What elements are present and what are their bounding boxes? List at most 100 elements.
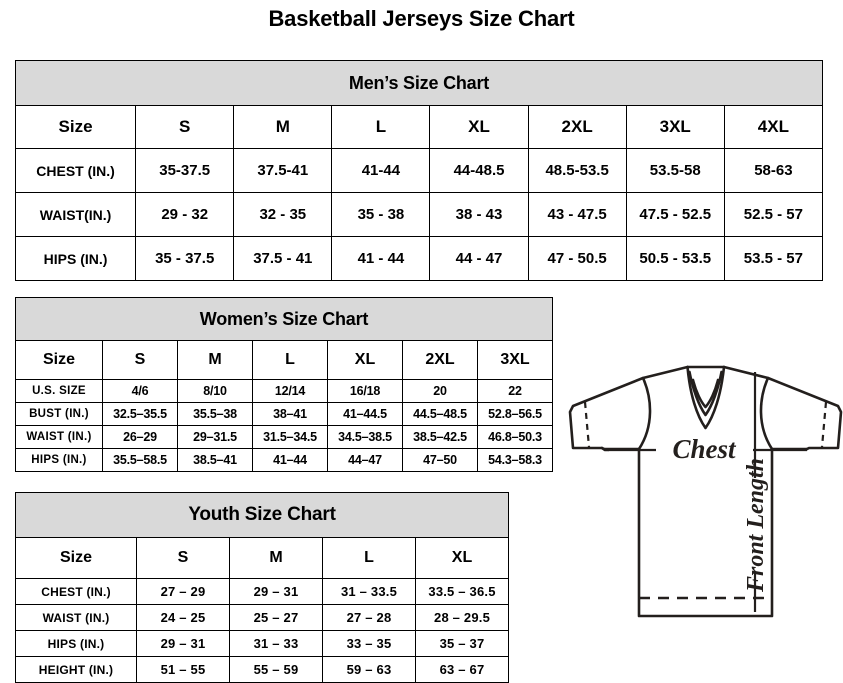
col-header-m: M bbox=[233, 105, 333, 149]
table-row: CHEST (IN.) 35-37.5 37.5-41 41-44 44-48.… bbox=[14, 148, 824, 193]
table-row: BUST (IN.) 32.5–35.5 35.5–38 38–41 41–44… bbox=[15, 402, 554, 426]
table-cell: 31 – 33.5 bbox=[322, 578, 416, 605]
row-label-us-size: U.S. SIZE bbox=[15, 379, 103, 403]
youth-size-chart-table: Youth Size Chart Size S M L XL CHEST (IN… bbox=[14, 492, 510, 683]
col-header-m: M bbox=[229, 537, 323, 579]
table-cell: 53.5 - 57 bbox=[723, 236, 824, 281]
womens-table-title: Women’s Size Chart bbox=[14, 297, 554, 341]
table-cell: 53.5-58 bbox=[625, 148, 725, 193]
table-cell: 47.5 - 52.5 bbox=[625, 192, 725, 237]
table-cell: 33.5 – 36.5 bbox=[414, 578, 510, 605]
table-cell: 12/14 bbox=[252, 379, 328, 403]
chest-label: Chest bbox=[672, 434, 737, 464]
row-label-hips: HIPS (IN.) bbox=[15, 630, 137, 657]
table-cell: 44 - 47 bbox=[429, 236, 529, 281]
col-header-size: Size bbox=[15, 537, 137, 579]
table-cell: 38–41 bbox=[252, 402, 328, 426]
row-label-hips: HIPS (IN.) bbox=[14, 236, 137, 281]
table-cell: 35-37.5 bbox=[135, 148, 235, 193]
col-header-4xl: 4XL bbox=[723, 105, 824, 149]
table-cell: 54.3–58.3 bbox=[476, 448, 554, 472]
table-cell: 29 – 31 bbox=[136, 630, 230, 657]
table-cell: 47 - 50.5 bbox=[527, 236, 627, 281]
womens-size-chart-table: Women’s Size Chart Size S M L XL 2XL 3XL… bbox=[14, 297, 554, 472]
table-cell: 44.5–48.5 bbox=[402, 402, 478, 426]
table-cell: 37.5-41 bbox=[233, 148, 333, 193]
table-header-row: Size S M L XL 2XL 3XL bbox=[15, 340, 554, 380]
table-row: HIPS (IN.) 29 – 31 31 – 33 33 – 35 35 – … bbox=[15, 630, 510, 657]
table-cell: 29 - 32 bbox=[135, 192, 235, 237]
row-label-chest: CHEST (IN.) bbox=[15, 578, 137, 605]
table-row: HIPS (IN.) 35.5–58.5 38.5–41 41–44 44–47… bbox=[15, 448, 554, 472]
row-label-waist: WAIST (IN.) bbox=[15, 604, 137, 631]
table-cell: 29 – 31 bbox=[229, 578, 323, 605]
youth-table-title: Youth Size Chart bbox=[14, 492, 510, 538]
row-label-waist: WAIST(IN.) bbox=[14, 192, 137, 237]
col-header-3xl: 3XL bbox=[625, 105, 725, 149]
table-cell: 32.5–35.5 bbox=[102, 402, 178, 426]
col-header-l: L bbox=[322, 537, 416, 579]
col-header-s: S bbox=[135, 105, 235, 149]
table-cell: 31 – 33 bbox=[229, 630, 323, 657]
table-cell: 35.5–38 bbox=[177, 402, 253, 426]
table-cell: 28 – 29.5 bbox=[414, 604, 510, 631]
table-title-row: Youth Size Chart bbox=[14, 492, 510, 538]
table-cell: 26–29 bbox=[102, 425, 178, 449]
table-cell: 20 bbox=[402, 379, 478, 403]
table-row: WAIST (IN.) 24 – 25 25 – 27 27 – 28 28 –… bbox=[15, 604, 510, 631]
table-cell: 31.5–34.5 bbox=[252, 425, 328, 449]
col-header-xl: XL bbox=[414, 537, 510, 579]
table-row: CHEST (IN.) 27 – 29 29 – 31 31 – 33.5 33… bbox=[15, 578, 510, 605]
table-cell: 25 – 27 bbox=[229, 604, 323, 631]
table-cell: 27 – 29 bbox=[136, 578, 230, 605]
jersey-measurement-diagram: Chest Front Length bbox=[556, 350, 843, 650]
table-cell: 41 - 44 bbox=[331, 236, 431, 281]
table-cell: 41-44 bbox=[331, 148, 431, 193]
table-cell: 35 - 37.5 bbox=[135, 236, 235, 281]
table-row: U.S. SIZE 4/6 8/10 12/14 16/18 20 22 bbox=[15, 379, 554, 403]
table-cell: 27 – 28 bbox=[322, 604, 416, 631]
table-title-row: Men’s Size Chart bbox=[15, 60, 823, 106]
table-title-row: Women’s Size Chart bbox=[14, 297, 554, 341]
table-row: WAIST(IN.) 29 - 32 32 - 35 35 - 38 38 - … bbox=[14, 192, 824, 237]
table-cell: 44–47 bbox=[327, 448, 403, 472]
col-header-xl: XL bbox=[429, 105, 529, 149]
jersey-outline-icon bbox=[568, 365, 843, 618]
sleeve-hem-dashed-lines bbox=[583, 401, 828, 448]
col-header-s: S bbox=[102, 340, 178, 380]
table-cell: 24 – 25 bbox=[136, 604, 230, 631]
col-header-size: Size bbox=[15, 340, 103, 380]
col-header-2xl: 2XL bbox=[402, 340, 478, 380]
front-length-label: Front Length bbox=[743, 458, 769, 593]
table-cell: 47–50 bbox=[402, 448, 478, 472]
table-cell: 58-63 bbox=[723, 148, 824, 193]
table-cell: 22 bbox=[476, 379, 554, 403]
table-cell: 41–44.5 bbox=[327, 402, 403, 426]
table-cell: 35 - 38 bbox=[331, 192, 431, 237]
mens-table-title: Men’s Size Chart bbox=[15, 60, 823, 106]
table-cell: 52.8–56.5 bbox=[476, 402, 554, 426]
table-cell: 44-48.5 bbox=[429, 148, 529, 193]
col-header-l: L bbox=[331, 105, 431, 149]
mens-size-chart-table: Men’s Size Chart Size S M L XL 2XL 3XL 4… bbox=[14, 60, 824, 281]
col-header-3xl: 3XL bbox=[476, 340, 554, 380]
col-header-m: M bbox=[177, 340, 253, 380]
col-header-xl: XL bbox=[327, 340, 403, 380]
table-row: WAIST (IN.) 26–29 29–31.5 31.5–34.5 34.5… bbox=[15, 425, 554, 449]
row-label-chest: CHEST (IN.) bbox=[14, 148, 137, 193]
col-header-s: S bbox=[136, 537, 230, 579]
table-cell: 29–31.5 bbox=[177, 425, 253, 449]
page-title: Basketball Jerseys Size Chart bbox=[268, 6, 575, 31]
table-cell: 52.5 - 57 bbox=[723, 192, 824, 237]
table-cell: 4/6 bbox=[102, 379, 178, 403]
table-header-row: Size S M L XL bbox=[15, 537, 510, 579]
table-cell: 35.5–58.5 bbox=[102, 448, 178, 472]
table-cell: 35 – 37 bbox=[414, 630, 510, 657]
table-cell: 38 - 43 bbox=[429, 192, 529, 237]
row-label-hips: HIPS (IN.) bbox=[15, 448, 103, 472]
table-cell: 48.5-53.5 bbox=[527, 148, 627, 193]
table-cell: 38.5–42.5 bbox=[402, 425, 478, 449]
table-header-row: Size S M L XL 2XL 3XL 4XL bbox=[14, 105, 824, 149]
table-cell: 32 - 35 bbox=[233, 192, 333, 237]
col-header-size: Size bbox=[14, 105, 137, 149]
